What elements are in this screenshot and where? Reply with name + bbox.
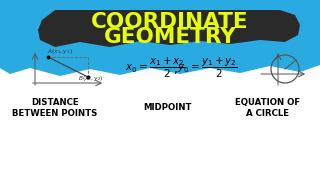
Text: EQUATION OF
A CIRCLE: EQUATION OF A CIRCLE	[236, 98, 300, 118]
Text: GEOMETRY: GEOMETRY	[104, 27, 236, 47]
Text: $x_0 = \dfrac{x_1+x_2}{2}$: $x_0 = \dfrac{x_1+x_2}{2}$	[124, 56, 186, 80]
Text: MIDPOINT: MIDPOINT	[144, 103, 192, 112]
Text: $A(x_1,y_1)$: $A(x_1,y_1)$	[47, 47, 73, 56]
Text: $B(x_2,y_2)$: $B(x_2,y_2)$	[78, 74, 104, 83]
Text: COORDINATE: COORDINATE	[91, 12, 249, 32]
Polygon shape	[0, 65, 320, 180]
Text: $,$: $,$	[172, 62, 177, 75]
Text: $y_0 = \dfrac{y_1+y_2}{2}$: $y_0 = \dfrac{y_1+y_2}{2}$	[177, 56, 237, 80]
Polygon shape	[38, 10, 300, 47]
Text: DISTANCE
BETWEEN POINTS: DISTANCE BETWEEN POINTS	[12, 98, 98, 118]
